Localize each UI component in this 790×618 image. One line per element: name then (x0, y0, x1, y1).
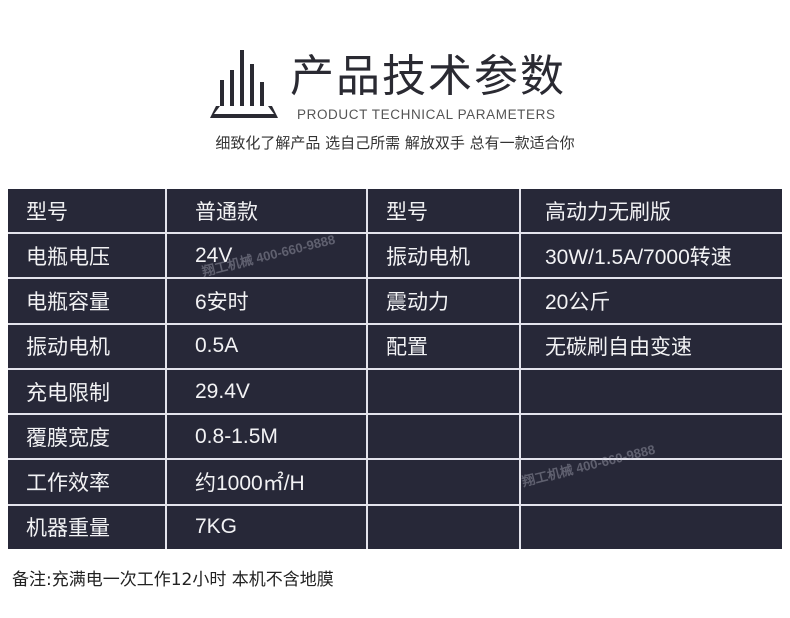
spec-value-cell: 6安时 (165, 277, 368, 325)
spec-table: 型号 普通款 型号 高动力无刷版 电瓶电压 24V 振动电机 30W/1.5A/7000转速电… (8, 189, 782, 549)
spec-value-cell: 0.8-1.5M (165, 413, 368, 461)
page-title-english: PRODUCT TECHNICAL PARAMETERS (297, 107, 556, 122)
spec-value-cell: 约1000㎡/H (165, 458, 368, 506)
table-row: 电瓶容量 6安时 震动力 20公斤 (8, 277, 782, 325)
table-row: 工作效率 约1000㎡/H (8, 458, 782, 506)
page-title: 产品技术参数 (290, 51, 566, 102)
spec-value-cell: 20公斤 (519, 277, 782, 325)
spec-value-cell: 29.4V (165, 367, 368, 416)
spec-label-cell: 电瓶电压 (8, 232, 167, 280)
table-row: 型号 普通款 型号 高动力无刷版 (8, 189, 782, 235)
spec-value-cell: 7KG (165, 503, 368, 549)
spec-label-cell: 工作效率 (8, 458, 167, 506)
spec-label-cell: 配置 (366, 322, 521, 370)
spec-value-cell: 普通款 (165, 189, 368, 235)
table-row: 充电限制 29.4V (8, 367, 782, 416)
footnote: 备注:充满电一次工作12小时 本机不含地膜 (12, 570, 334, 590)
page-subtitle: 细致化了解产品 选自己所需 解放双手 总有一款适合你 (215, 134, 575, 152)
spec-value-cell: 0.5A (165, 322, 368, 370)
spec-label-cell: 覆膜宽度 (8, 413, 167, 461)
spec-label-cell: 电瓶容量 (8, 277, 167, 325)
table-row: 覆膜宽度 0.8-1.5M (8, 413, 782, 461)
spec-label-cell (366, 367, 521, 416)
spec-value-cell: 30W/1.5A/7000转速 (519, 232, 782, 280)
table-row: 振动电机 0.5A 配置 无碳刷自由变速 (8, 322, 782, 370)
spec-label-cell: 振动电机 (8, 322, 167, 370)
spec-label-cell: 充电限制 (8, 367, 167, 416)
spec-value-cell (519, 367, 782, 416)
spec-value-cell: 24V (165, 232, 368, 280)
table-row: 电瓶电压 24V 振动电机 30W/1.5A/7000转速 (8, 232, 782, 280)
spec-value-cell: 高动力无刷版 (519, 189, 782, 235)
spec-value-cell (519, 503, 782, 549)
spec-label-cell: 震动力 (366, 277, 521, 325)
bar-chart-tray-icon (210, 50, 278, 118)
spec-label-cell (366, 458, 521, 506)
spec-label-cell: 型号 (8, 189, 167, 235)
spec-value-cell (519, 413, 782, 461)
spec-label-cell (366, 413, 521, 461)
spec-value-cell: 无碳刷自由变速 (519, 322, 782, 370)
spec-label-cell: 型号 (366, 189, 521, 235)
table-row: 机器重量 7KG (8, 503, 782, 549)
spec-label-cell: 机器重量 (8, 503, 167, 549)
spec-label-cell: 振动电机 (366, 232, 521, 280)
spec-value-cell (519, 458, 782, 506)
spec-label-cell (366, 503, 521, 549)
